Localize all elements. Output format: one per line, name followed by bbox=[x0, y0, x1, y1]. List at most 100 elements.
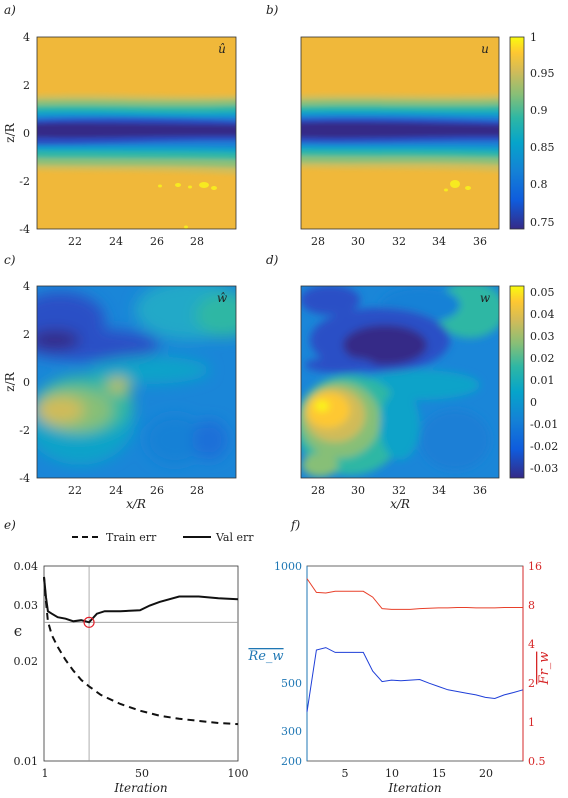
y-tick-label: -2 bbox=[19, 175, 30, 188]
colorbar-tick-label: 0.01 bbox=[530, 374, 555, 387]
y-axis-label: ϵ bbox=[14, 622, 22, 640]
y-axis-c: 4 2 0 -2 -4 z/R bbox=[3, 280, 30, 485]
colorbar-tick-label: 0.05 bbox=[530, 286, 555, 299]
panel-label-b: b) bbox=[266, 3, 279, 17]
axes-f: 1000 500 300 200 Re_w 16 8 4 2 1 0.5 Fr_… bbox=[247, 560, 552, 795]
y-tick-label: -4 bbox=[19, 472, 30, 485]
colorbar-tick-label: 0.02 bbox=[530, 352, 555, 365]
y-tick-label: -2 bbox=[19, 424, 30, 437]
right-tick-label: 8 bbox=[528, 599, 535, 612]
x-tick-label: 32 bbox=[392, 235, 406, 248]
x-tick-label: 30 bbox=[351, 484, 365, 497]
x-tick-label: 34 bbox=[432, 235, 446, 248]
x-axis-label: Iteration bbox=[113, 781, 167, 795]
x-tick-label: 28 bbox=[311, 484, 325, 497]
y-tick-label: 0.03 bbox=[14, 599, 39, 612]
right-axis-label: Fr_w bbox=[537, 652, 552, 686]
colorbar-tick-label: 0.8 bbox=[530, 178, 548, 191]
x-axis-c: 22 24 26 28 x/R bbox=[68, 484, 204, 511]
panel-label-a: a) bbox=[4, 3, 16, 17]
field-label-w: w bbox=[480, 291, 491, 305]
y-axis-label: z/R bbox=[3, 371, 17, 391]
y-tick-label: 4 bbox=[23, 280, 30, 293]
fr-w-line bbox=[306, 578, 523, 610]
panel-label-f: f) bbox=[290, 518, 300, 532]
selected-point-marker bbox=[83, 616, 95, 628]
left-tick-label: 1000 bbox=[274, 560, 302, 573]
x-axis-label: x/R bbox=[390, 497, 410, 511]
colorbar-w: 0.05 0.04 0.03 0.02 0.01 0 -0.01 -0.02 -… bbox=[509, 285, 558, 479]
right-tick-label: 1 bbox=[528, 716, 535, 729]
x-tick-label: 10 bbox=[385, 767, 399, 780]
colorbar-tick-label: 0 bbox=[530, 396, 537, 409]
right-tick-label: 2 bbox=[528, 677, 535, 690]
x-tick-label: 22 bbox=[68, 484, 82, 497]
train-err-line bbox=[43, 576, 239, 726]
y-tick-label: 2 bbox=[23, 328, 30, 341]
right-tick-label: 16 bbox=[528, 560, 542, 573]
x-tick-label: 5 bbox=[342, 767, 349, 780]
axes-e: 0.04 0.03 0.02 0.01 ϵ 1 50 100 Iteration bbox=[14, 560, 249, 795]
re-w-line bbox=[306, 647, 524, 712]
x-tick-label: 24 bbox=[109, 484, 123, 497]
right-tick-label: 4 bbox=[528, 638, 535, 651]
x-tick-label: 22 bbox=[68, 235, 82, 248]
x-tick-label: 100 bbox=[228, 767, 249, 780]
field-label-u-hat: û bbox=[218, 42, 226, 56]
x-tick-label: 36 bbox=[473, 484, 487, 497]
left-tick-label: 500 bbox=[281, 677, 302, 690]
panel-label-e: e) bbox=[4, 518, 16, 532]
x-tick-label: 24 bbox=[109, 235, 123, 248]
y-axis-label: z/R bbox=[3, 122, 17, 142]
left-axis-label: Re_w bbox=[247, 649, 283, 664]
left-tick-label: 300 bbox=[281, 725, 302, 738]
field-label-u: u bbox=[481, 42, 489, 56]
legend-e: Train err Val err bbox=[72, 531, 254, 544]
x-tick-label: 26 bbox=[150, 235, 164, 248]
legend-label-train: Train err bbox=[106, 531, 157, 544]
x-tick-label: 28 bbox=[190, 235, 204, 248]
colorbar-tick-label: -0.03 bbox=[530, 462, 558, 475]
x-tick-label: 32 bbox=[392, 484, 406, 497]
x-axis-d: 28 30 32 34 36 x/R bbox=[311, 484, 487, 511]
plot-frame-e bbox=[43, 565, 239, 762]
x-tick-label: 1 bbox=[42, 767, 49, 780]
line-chart-error bbox=[43, 566, 239, 761]
y-axis-a: 4 2 0 -2 -4 z/R bbox=[3, 31, 30, 236]
colorbar-tick-label: -0.01 bbox=[530, 418, 558, 431]
heatmap-u: u bbox=[300, 36, 500, 230]
heatmap-w: w bbox=[300, 285, 500, 479]
colorbar-u: 1 0.95 0.9 0.85 0.8 0.75 bbox=[509, 31, 555, 230]
colorbar-tick-label: 0.75 bbox=[530, 216, 555, 229]
colorbar-tick-label: 0.04 bbox=[530, 308, 555, 321]
x-axis-label: x/R bbox=[126, 497, 146, 511]
line-chart-re-fr bbox=[306, 578, 524, 712]
heatmap-w-hat: ŵ bbox=[36, 285, 237, 479]
y-tick-label: 4 bbox=[23, 31, 30, 44]
legend-label-val: Val err bbox=[215, 531, 254, 544]
y-tick-label: -4 bbox=[19, 223, 30, 236]
y-tick-label: 0 bbox=[23, 376, 30, 389]
y-tick-label: 0 bbox=[23, 127, 30, 140]
colorbar-tick-label: 0.9 bbox=[530, 104, 548, 117]
colorbar-tick-label: 0.85 bbox=[530, 141, 555, 154]
x-tick-label: 36 bbox=[473, 235, 487, 248]
colorbar-tick-label: 0.03 bbox=[530, 330, 555, 343]
y-tick-label: 0.04 bbox=[14, 560, 39, 573]
colorbar-tick-label: -0.02 bbox=[530, 440, 558, 453]
x-tick-label: 26 bbox=[150, 484, 164, 497]
heatmap-u-hat: û bbox=[36, 36, 237, 230]
x-axis-a: 22 24 26 28 bbox=[68, 235, 204, 248]
x-tick-label: 15 bbox=[432, 767, 446, 780]
right-tick-label: 0.5 bbox=[528, 755, 546, 768]
x-tick-label: 50 bbox=[135, 767, 149, 780]
panel-label-c: c) bbox=[4, 253, 16, 267]
x-tick-label: 34 bbox=[432, 484, 446, 497]
y-tick-label: 2 bbox=[23, 79, 30, 92]
plot-frame-f bbox=[306, 565, 524, 762]
x-axis-label: Iteration bbox=[387, 781, 441, 795]
x-axis-b: 28 30 32 34 36 bbox=[311, 235, 487, 248]
x-tick-label: 30 bbox=[351, 235, 365, 248]
x-tick-label: 20 bbox=[479, 767, 493, 780]
